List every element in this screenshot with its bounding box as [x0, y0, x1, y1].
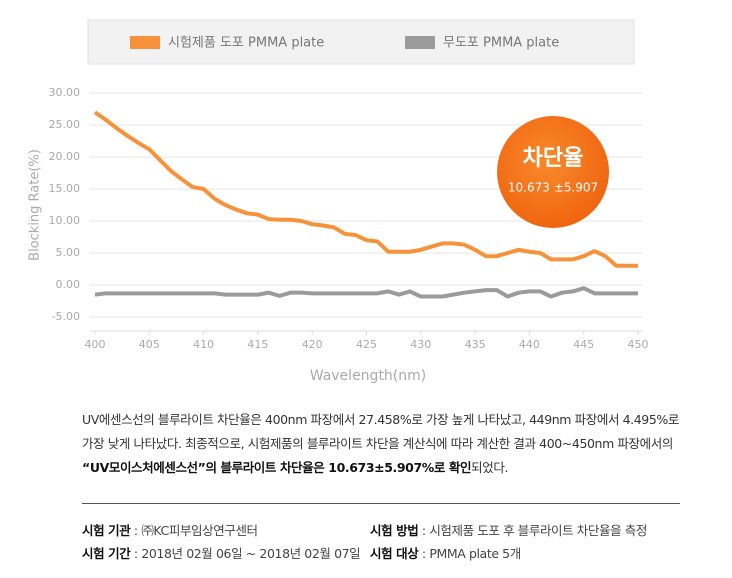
divider [82, 503, 680, 504]
info-value: : PMMA plate 5개 [418, 546, 521, 561]
paragraph-text: “UV모이스처에센스선”의 블루라이트 차단율은 10.673±5.907%로 … [82, 460, 472, 475]
x-tick-label: 420 [302, 338, 323, 351]
paragraph-text: UV에센스선의 블루라이트 차단율은 400nm 파장에서 27.458%로 가… [82, 412, 679, 451]
x-tick-label: 400 [85, 338, 106, 351]
x-tick-label: 430 [410, 338, 431, 351]
chart: Blocking Rate(%) Wavelength(nm) -5.00 0.0… [28, 19, 649, 384]
legend-swatch [130, 36, 160, 49]
y-axis-label: Blocking Rate(%) [28, 149, 43, 261]
info-value: : ㈜KC피부임상연구센터 [130, 523, 258, 538]
badge [497, 116, 609, 228]
y-tick-label: 10.00 [49, 214, 81, 227]
y-tick-label: 5.00 [56, 246, 81, 259]
y-tick-label: 25.00 [49, 118, 81, 131]
x-tick-label: 415 [247, 338, 268, 351]
badge-text: 10.673 ±5.907 [508, 181, 598, 195]
info-label: 시험 대상 [370, 546, 419, 561]
y-tick-label: 0.00 [56, 278, 81, 291]
y-tick-label: -5.00 [52, 310, 80, 323]
x-tick-label: 425 [356, 338, 377, 351]
info-item: 시험 기관 : ㈜KC피부임상연구센터 [82, 520, 258, 539]
x-tick-label: 435 [465, 338, 486, 351]
x-tick-label: 440 [519, 338, 540, 351]
info-label: 시험 방법 [370, 523, 419, 538]
paragraph: UV에센스선의 블루라이트 차단율은 400nm 파장에서 27.458%로 가… [82, 408, 682, 480]
legend-swatch [405, 36, 435, 49]
x-tick-label: 450 [628, 338, 649, 351]
y-tick-label: 20.00 [49, 150, 81, 163]
info-label: 시험 기간 [82, 546, 131, 561]
badge-title: 차단율 [523, 146, 584, 171]
info-item: 시험 대상 : PMMA plate 5개 [370, 543, 521, 562]
series-line [94, 286, 638, 299]
legend-label: 시험제품 도포 PMMA plate [168, 36, 324, 51]
info-item: 시험 방법 : 시험제품 도포 후 블루라이트 차단율을 측정 [370, 520, 647, 539]
paragraph-text: 되었다. [471, 460, 509, 475]
y-tick-label: 30.00 [49, 86, 81, 99]
legend-box [87, 19, 635, 65]
x-tick-label: 410 [193, 338, 214, 351]
x-axis-label: Wavelength(nm) [310, 368, 426, 384]
x-tick-label: 445 [573, 338, 594, 351]
info-value: : 시험제품 도포 후 블루라이트 차단율을 측정 [418, 523, 647, 538]
info-label: 시험 기관 [82, 523, 131, 538]
series-line [93, 110, 638, 268]
legend-label: 무도포 PMMA plate [443, 36, 559, 51]
y-tick-label: 15.00 [49, 182, 81, 195]
info-item: 시험 기간 : 2018년 02월 06일 ~ 2018년 02월 07일 [82, 543, 361, 562]
x-tick-label: 405 [139, 338, 160, 351]
info-value: : 2018년 02월 06일 ~ 2018년 02월 07일 [130, 546, 361, 561]
